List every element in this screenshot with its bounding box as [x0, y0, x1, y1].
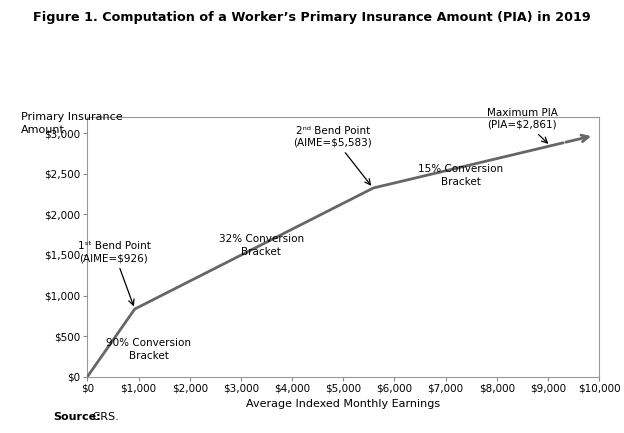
- Text: Primary Insurance
Amount: Primary Insurance Amount: [21, 112, 122, 135]
- Text: 2ⁿᵈ Bend Point
(AIME=$5,583): 2ⁿᵈ Bend Point (AIME=$5,583): [293, 126, 373, 185]
- Text: 15% Conversion
Bracket: 15% Conversion Bracket: [418, 164, 504, 187]
- Text: 32% Conversion
Bracket: 32% Conversion Bracket: [219, 233, 304, 257]
- Text: CRS.: CRS.: [89, 412, 119, 422]
- Text: Maximum PIA
(PIA=$2,861): Maximum PIA (PIA=$2,861): [487, 108, 558, 143]
- Text: Source:: Source:: [53, 412, 100, 422]
- Text: Figure 1. Computation of a Worker’s Primary Insurance Amount (PIA) in 2019: Figure 1. Computation of a Worker’s Prim…: [33, 11, 591, 24]
- Text: 90% Conversion
Bracket: 90% Conversion Bracket: [106, 337, 192, 361]
- Text: 1ˢᵗ Bend Point
(AIME=$926): 1ˢᵗ Bend Point (AIME=$926): [77, 242, 150, 305]
- X-axis label: Average Indexed Monthly Earnings: Average Indexed Monthly Earnings: [246, 399, 441, 409]
